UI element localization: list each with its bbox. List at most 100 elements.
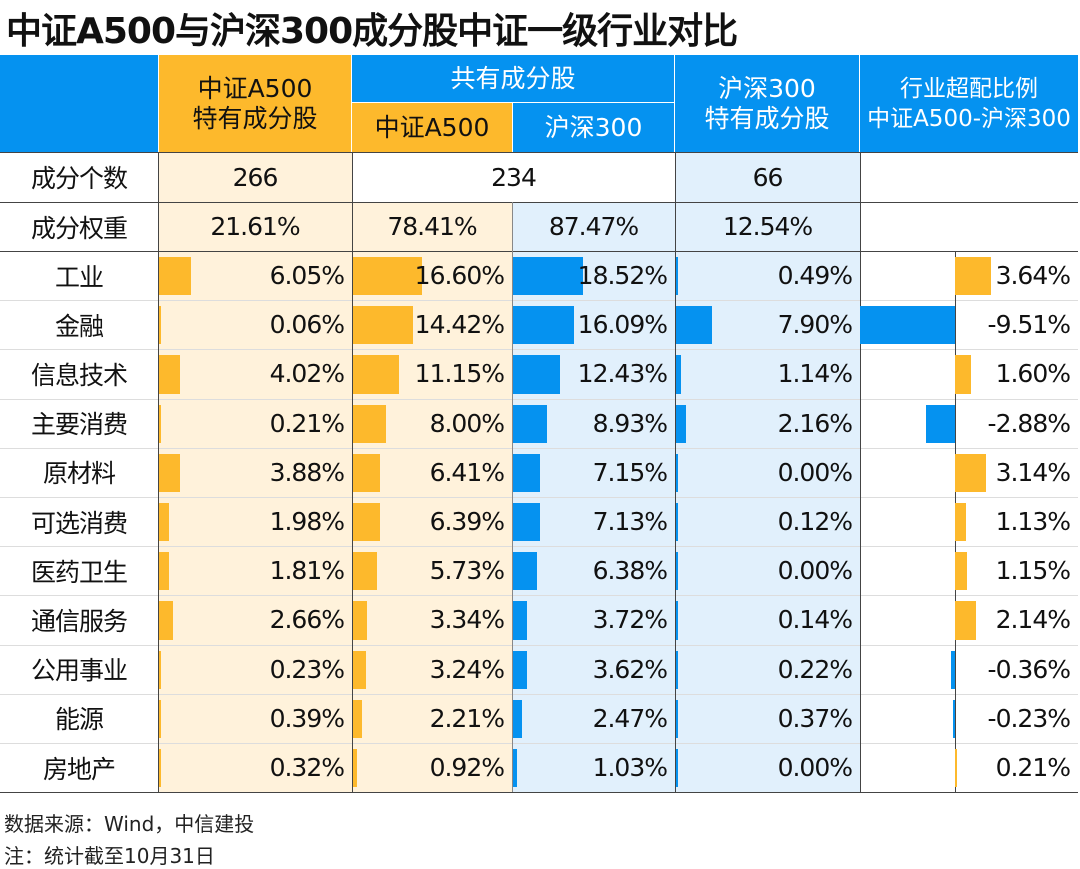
count-shared: 234: [491, 162, 537, 192]
value-label: 6.38%: [592, 556, 668, 586]
value-label: 1.14%: [777, 359, 853, 389]
industry-label: 原材料: [42, 459, 116, 489]
value-bar: [676, 257, 679, 296]
value-label: 0.39%: [269, 703, 345, 733]
value-bar: [951, 650, 955, 689]
value-label: 12.43%: [577, 359, 668, 389]
value-label: 0.32%: [269, 753, 345, 783]
value-label: 1.13%: [995, 507, 1071, 537]
value-label: 3.88%: [269, 457, 345, 487]
value-label: 6.05%: [269, 261, 345, 291]
value-bar: [513, 355, 560, 394]
value-label: 2.47%: [592, 703, 668, 733]
count-a500-only: 266: [232, 162, 279, 192]
value-label: 1.60%: [995, 359, 1071, 389]
value-label: 1.81%: [269, 556, 345, 586]
value-label: 3.72%: [592, 605, 668, 635]
value-label: 3.64%: [995, 261, 1071, 291]
value-bar: [353, 503, 380, 542]
value-bar: [513, 453, 541, 492]
industry-label: 可选消费: [30, 508, 128, 538]
industry-label: 通信服务: [30, 606, 128, 636]
value-bar: [353, 404, 387, 443]
value-bar: [676, 503, 678, 542]
value-bar: [353, 453, 380, 492]
weight-shared-a500: 78.41%: [387, 212, 477, 241]
value-label: 11.15%: [414, 359, 505, 389]
value-bar: [353, 355, 400, 394]
value-label: 0.00%: [777, 753, 853, 783]
value-bar: [159, 355, 181, 394]
value-label: 4.02%: [269, 359, 345, 389]
value-bar: [353, 552, 377, 591]
value-bar: [353, 650, 367, 689]
value-bar: [513, 699, 523, 738]
value-label: 1.15%: [995, 556, 1071, 586]
value-label: 7.13%: [592, 507, 668, 537]
header-shared-a500: 中证A500: [352, 103, 512, 152]
value-bar: [676, 749, 678, 788]
value-label: 3.14%: [995, 457, 1071, 487]
value-bar: [955, 552, 967, 591]
row-label-weight: 成分权重: [30, 213, 128, 243]
value-bar: [159, 306, 161, 345]
value-label: -2.88%: [987, 408, 1071, 438]
industry-label: 能源: [54, 705, 104, 735]
value-bar: [353, 749, 357, 788]
value-label: 0.00%: [777, 457, 853, 487]
value-bar: [513, 306, 574, 345]
value-label: 18.52%: [577, 261, 668, 291]
value-label: 16.09%: [577, 310, 668, 340]
value-label: 0.92%: [429, 753, 505, 783]
value-bar: [513, 404, 547, 443]
value-bar: [513, 257, 583, 296]
value-bar: [159, 749, 161, 788]
weight-shared-hs300: 87.47%: [548, 212, 639, 241]
value-bar: [676, 355, 682, 394]
value-label: 3.62%: [592, 654, 668, 684]
value-bar: [159, 552, 169, 591]
value-bar: [159, 699, 162, 738]
value-bar: [926, 404, 955, 443]
chart-title: 中证A500与沪深300成分股中证一级行业对比: [6, 11, 738, 52]
value-bar: [859, 306, 955, 345]
value-bar: [513, 503, 540, 542]
value-bar: [955, 257, 992, 296]
value-label: -0.36%: [987, 654, 1071, 684]
value-label: 2.14%: [995, 605, 1071, 635]
row-label-count: 成分个数: [30, 164, 128, 193]
footnote: 注：统计截至10月31日: [4, 844, 215, 868]
value-bar: [513, 650, 527, 689]
value-label: 8.93%: [592, 408, 668, 438]
industry-label: 公用事业: [30, 656, 128, 686]
value-bar: [676, 650, 678, 689]
value-bar: [353, 257, 422, 296]
value-label: 0.21%: [995, 753, 1071, 783]
value-bar: [513, 749, 517, 788]
weight-a500-only: 21.61%: [210, 212, 300, 241]
value-label: 2.21%: [429, 703, 505, 733]
value-bar: [676, 552, 678, 591]
count-hs300-only: 66: [752, 162, 784, 192]
header-shared: 共有成分股: [352, 55, 674, 102]
value-label: 7.90%: [777, 310, 853, 340]
value-label: 0.23%: [269, 654, 345, 684]
value-bar: [955, 355, 971, 394]
value-label: 1.98%: [269, 507, 345, 537]
value-bar: [513, 552, 538, 591]
header-shared-hs300: 沪深300: [513, 103, 674, 152]
value-label: 0.06%: [269, 310, 345, 340]
value-bar: [952, 699, 955, 738]
industry-label: 工业: [54, 262, 104, 292]
value-label: 14.42%: [414, 310, 505, 340]
source-note: 数据来源：Wind，中信建投: [4, 812, 255, 836]
value-bar: [159, 404, 161, 443]
industry-label: 金融: [54, 311, 104, 341]
value-bar: [676, 453, 678, 492]
value-label: 0.21%: [269, 408, 345, 438]
value-label: 3.34%: [429, 605, 505, 635]
industry-label: 主要消费: [30, 410, 128, 440]
value-label: 2.16%: [777, 408, 853, 438]
value-bar: [353, 601, 367, 640]
value-bar: [353, 699, 363, 738]
